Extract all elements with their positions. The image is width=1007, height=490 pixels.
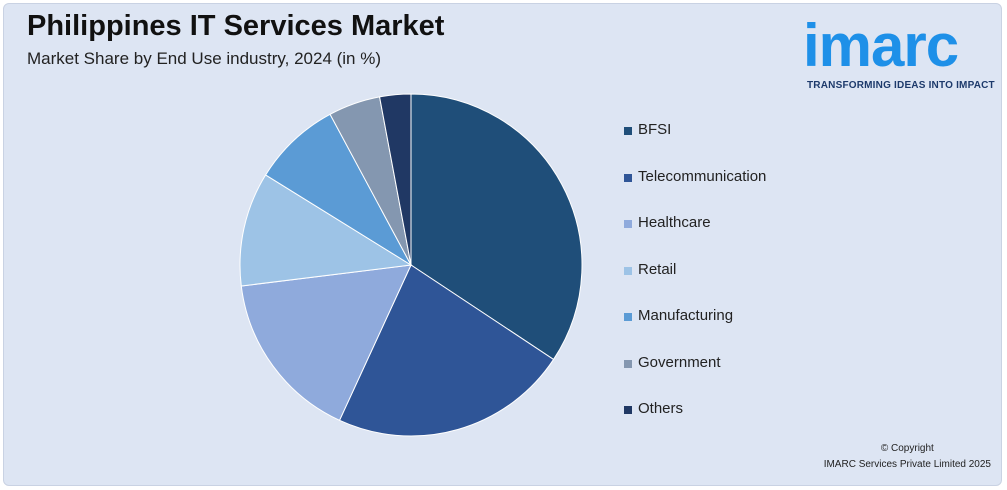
legend-item: Retail [624,261,766,308]
legend-item: Others [624,400,766,447]
legend-label: Manufacturing [638,307,734,324]
pie-slice-healthcare [240,264,412,422]
pie-slice-retail [239,174,413,287]
legend-item: BFSI [624,121,766,168]
pie-slice-telecommunication [338,264,555,437]
legend-swatch [624,220,632,228]
pie-slice-others [378,93,412,266]
legend-label: Government [638,353,721,371]
legend-label: Others [638,400,684,417]
chart-legend: BFSI Telecommunication Healthcare Retail Man… [624,121,766,447]
logo-wordmark: imarc [803,12,959,79]
legend-swatch [624,359,632,368]
legend-item: Manufacturing [624,307,766,354]
copyright-line-2: IMARC Services Private Limited 2025 [823,459,991,470]
legend-label: Retail [638,260,677,278]
legend-item: Healthcare [624,214,766,261]
logo-tagline: TRANSFORMING IDEAS INTO IMPACT [807,80,995,91]
legend-swatch [624,173,632,182]
legend-item: Government [624,354,766,401]
legend-swatch [624,406,632,414]
legend-label: Healthcare [638,214,711,231]
copyright-notice: © Copyright IMARC Services Private Limit… [824,441,991,473]
legend-swatch [624,266,632,275]
copyright-line-1: © Copyright [880,443,934,454]
legend-swatch [624,127,632,135]
legend-label: Telecommunication [638,167,767,185]
legend-swatch [624,313,632,321]
chart-title: Philippines IT Services Market [27,10,445,42]
legend-item: Telecommunication [624,168,766,215]
legend-label: BFSI [638,121,672,138]
pie-slice-manufacturing [264,113,413,267]
chart-subtitle: Market Share by End Use industry, 2024 (… [27,49,382,68]
imarc-logo: imarc TRANSFORMING IDEAS INTO IMPACT [797,8,997,98]
